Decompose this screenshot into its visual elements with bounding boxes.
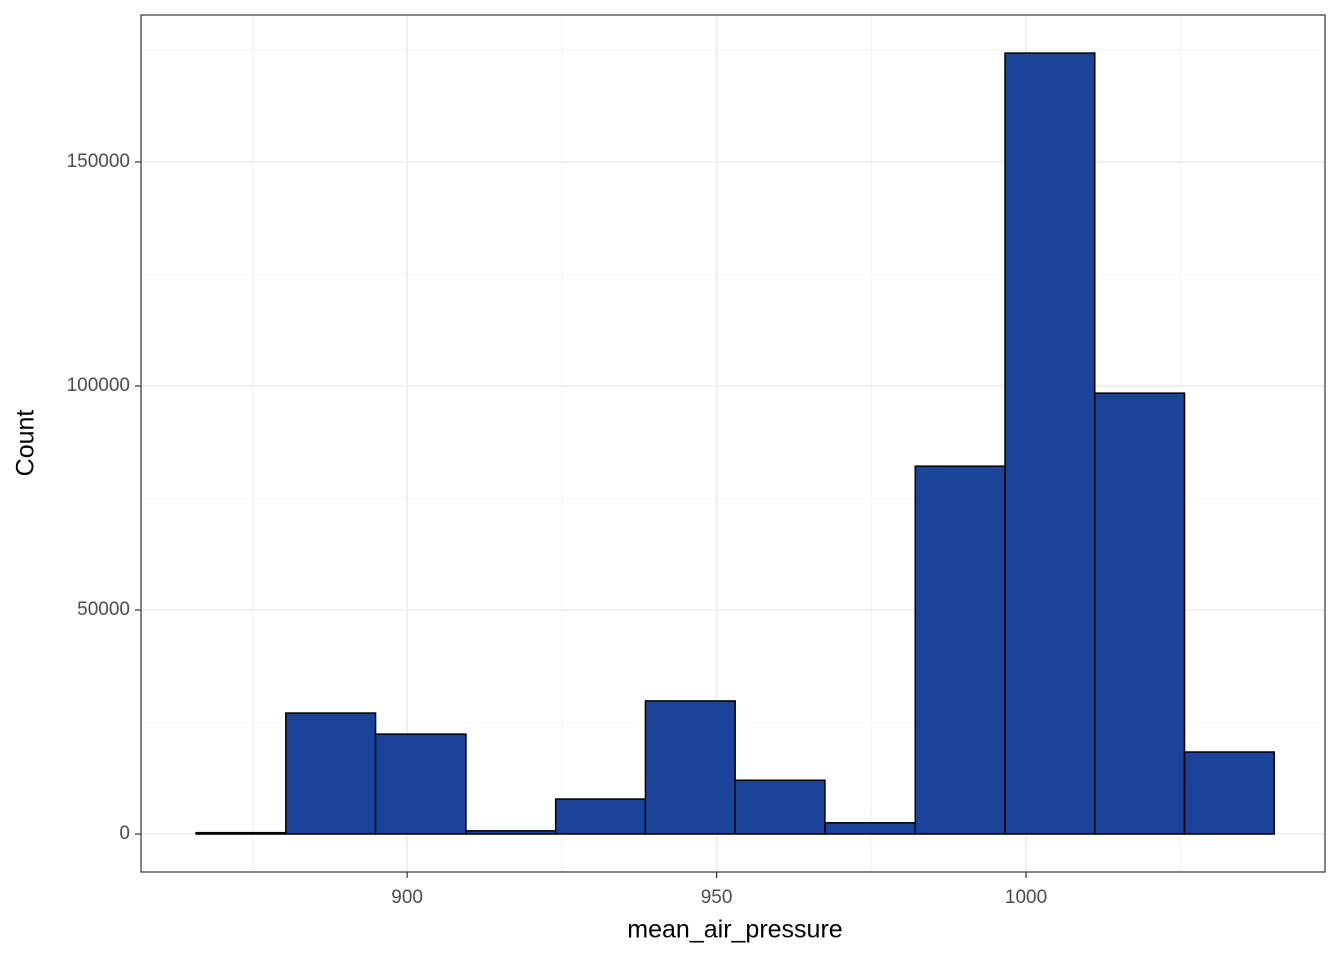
x-tick-label: 950 — [701, 887, 733, 908]
x-tick-label: 1000 — [1005, 887, 1047, 908]
bar — [285, 712, 377, 835]
x-axis-title: mean_air_pressure — [627, 916, 842, 944]
bar — [1183, 751, 1275, 835]
bar — [1004, 52, 1096, 835]
y-axis-title: Count — [12, 410, 40, 477]
bar — [914, 465, 1006, 835]
y-tick-label: 0 — [119, 823, 130, 844]
bar — [374, 733, 467, 835]
bar — [734, 779, 826, 835]
bar — [1094, 392, 1186, 835]
panel-border — [140, 14, 1326, 873]
bar — [195, 831, 287, 835]
y-tick-label: 50000 — [77, 599, 130, 620]
bar — [465, 830, 557, 835]
y-tick-label: 150000 — [67, 151, 130, 172]
x-tick-label: 900 — [391, 887, 423, 908]
axes: 900 950 1000 0 50000 100000 150000 — [67, 151, 1048, 908]
bars — [195, 52, 1275, 835]
y-tick-label: 100000 — [67, 375, 130, 396]
bar — [824, 822, 917, 835]
bar — [644, 700, 736, 835]
bar — [554, 798, 647, 835]
